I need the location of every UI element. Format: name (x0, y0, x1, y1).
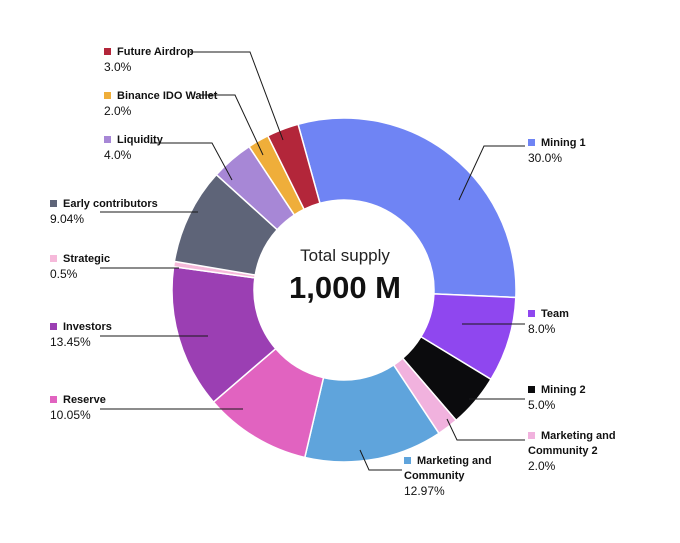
legend-item: Reserve 10.05% (50, 393, 106, 423)
legend-label: Team (528, 307, 569, 322)
legend-label-text: Mining 2 (541, 384, 586, 396)
legend-label: Binance IDO Wallet (104, 89, 217, 104)
leader-line (190, 51, 284, 141)
legend-item: Investors 13.45% (50, 320, 112, 350)
legend-swatch (104, 136, 111, 143)
legend-swatch (104, 92, 111, 99)
legend-swatch (50, 396, 57, 403)
leader-line (150, 142, 233, 181)
legend-value: 0.5% (50, 267, 78, 281)
legend-swatch (50, 200, 57, 207)
center-value: 1,000 M (288, 270, 401, 305)
legend-label: Early contributors (50, 197, 158, 212)
legend-value: 10.05% (50, 408, 91, 422)
legend-item: Strategic 0.5% (50, 252, 110, 282)
legend-value: 8.0% (528, 322, 556, 336)
legend-label-text: Future Airdrop (117, 46, 194, 58)
legend-value: 12.97% (404, 484, 445, 498)
legend-item: Binance IDO Wallet 2.0% (104, 89, 217, 119)
slice-future-airdrop (266, 123, 321, 211)
legend-label-text: Mining 1 (541, 137, 586, 149)
legend-label: Reserve (50, 393, 106, 408)
legend-swatch (528, 139, 535, 146)
legend-label-text: Investors (63, 321, 112, 333)
legend-item: Liquidity 4.0% (104, 133, 163, 163)
legend-label: Marketing and Community (404, 454, 492, 484)
legend-value: 5.0% (528, 398, 556, 412)
legend-value: 2.0% (104, 104, 132, 118)
legend-label: Future Airdrop (104, 45, 194, 60)
leader-line (446, 418, 525, 441)
legend-label: Liquidity (104, 133, 163, 148)
legend-item: Mining 1 30.0% (528, 136, 586, 166)
legend-value: 3.0% (104, 60, 132, 74)
legend-label: Mining 2 (528, 383, 586, 398)
legend-label: Investors (50, 320, 112, 335)
legend-label-text: Team (541, 308, 569, 320)
legend-swatch (50, 255, 57, 262)
legend-item: Marketing and Community 2 2.0% (528, 429, 616, 474)
leader-line (200, 94, 264, 156)
slice-mining-1 (297, 117, 517, 299)
legend-swatch (528, 386, 535, 393)
center-title: Total supply (300, 246, 390, 265)
legend-item: Team 8.0% (528, 307, 569, 337)
leader-line (458, 145, 525, 201)
legend-swatch (528, 310, 535, 317)
legend-value: 9.04% (50, 212, 85, 226)
legend-swatch (404, 457, 411, 464)
legend-label: Mining 1 (528, 136, 586, 151)
legend-value: 2.0% (528, 459, 556, 473)
legend-item: Marketing and Community 12.97% (404, 454, 492, 499)
legend-label-text: Marketing and Community 2 (528, 430, 616, 457)
legend-label-text: Liquidity (117, 134, 163, 146)
legend-swatch (104, 48, 111, 55)
legend-value: 4.0% (104, 148, 132, 162)
legend-swatch (528, 432, 535, 439)
legend-label-text: Early contributors (63, 198, 158, 210)
legend-item: Mining 2 5.0% (528, 383, 586, 413)
legend-label-text: Binance IDO Wallet (117, 90, 218, 102)
legend-label: Marketing and Community 2 (528, 429, 616, 459)
legend-value: 13.45% (50, 335, 91, 349)
legend-label-text: Reserve (63, 394, 106, 406)
legend-label-text: Marketing and Community (404, 455, 492, 482)
legend-label-text: Strategic (63, 253, 111, 265)
legend-item: Early contributors 9.04% (50, 197, 158, 227)
legend-swatch (50, 323, 57, 330)
leader-line (359, 449, 402, 471)
legend-value: 30.0% (528, 151, 563, 165)
legend-label: Strategic (50, 252, 110, 267)
legend-item: Future Airdrop 3.0% (104, 45, 194, 75)
